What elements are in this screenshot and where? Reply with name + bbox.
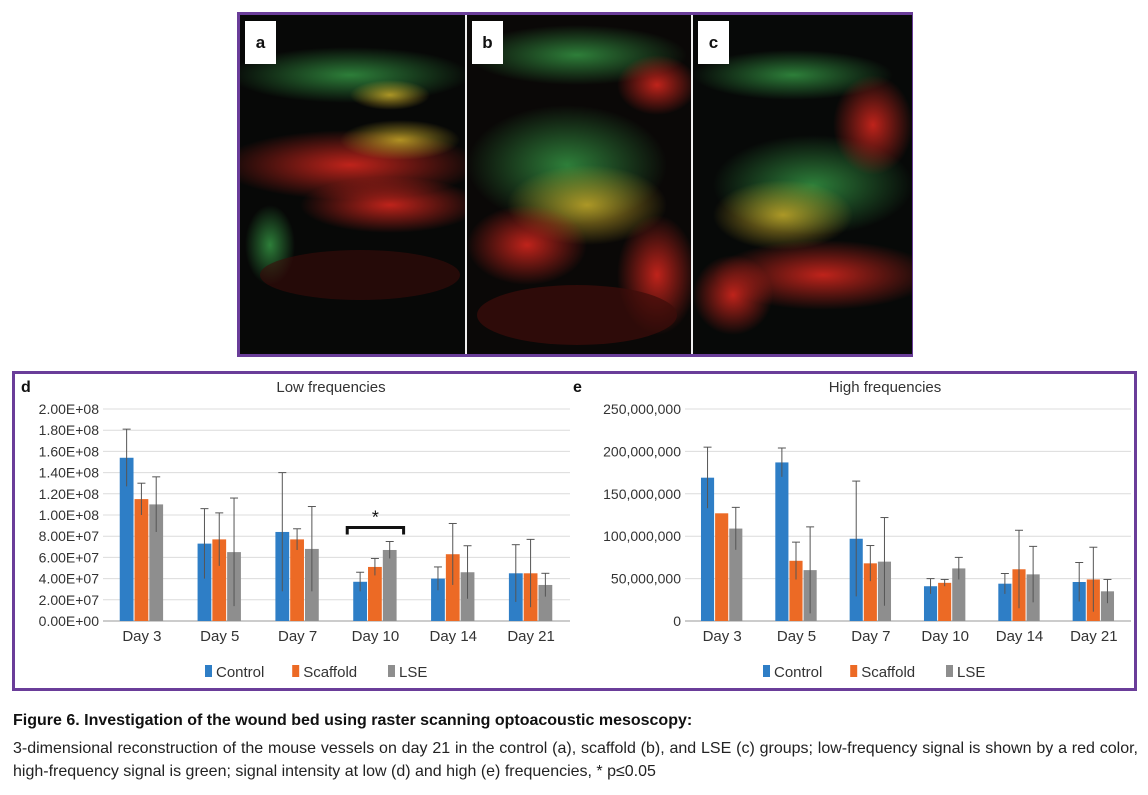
bar-scaffold (290, 539, 304, 621)
bar-control (998, 583, 1012, 621)
bar-control (775, 462, 789, 621)
bar-control (431, 578, 445, 621)
x-tick-label: Day 10 (921, 628, 969, 645)
bar-scaffold (212, 539, 227, 621)
panel-label-a: a (245, 21, 276, 64)
bar-lse (729, 528, 743, 621)
legend-label: LSE (957, 664, 985, 681)
vessel-reconstruction-a (240, 15, 465, 354)
x-tick-label: Day 7 (851, 628, 890, 645)
figure-caption-body: 3-dimensional reconstruction of the mous… (13, 740, 1138, 780)
y-tick-label: 8.00E+07 (39, 528, 100, 544)
y-tick-label: 1.00E+08 (39, 507, 100, 523)
figure-caption-title: Figure 6. Investigation of the wound bed… (13, 712, 693, 729)
y-tick-label: 2.00E+08 (39, 401, 100, 417)
y-tick-label: 4.00E+07 (39, 571, 100, 587)
legend-swatch (292, 665, 300, 677)
charts-frame: d Low frequencies 0.00E+00 2.00E+07 4.00E+07… (12, 371, 1137, 691)
bar-scaffold (863, 563, 877, 621)
legend-label: Scaffold (861, 664, 915, 681)
bar-lse (1100, 591, 1115, 621)
legend-swatch (205, 665, 212, 677)
x-tick-label: Day 5 (777, 628, 816, 645)
bar-control (353, 581, 368, 621)
bar-lse (538, 584, 553, 621)
legend-label: Control (216, 664, 264, 681)
x-tick-label: Day 7 (278, 628, 317, 645)
bar-scaffold (134, 499, 149, 621)
y-tick-label: 0.00E+00 (39, 613, 100, 629)
y-tick-label: 0 (673, 613, 681, 629)
bar-scaffold (789, 560, 803, 621)
x-tick-label: Day 21 (1070, 628, 1118, 645)
bar-charts: d Low frequencies 0.00E+00 2.00E+07 4.00E+07… (21, 379, 1131, 681)
bar-lse (382, 549, 397, 621)
bar-control (923, 586, 938, 621)
y-tick-label: 1.80E+08 (39, 422, 100, 438)
bar-scaffold (368, 566, 382, 621)
chart-panel-label: e (573, 379, 582, 396)
image-panel-c: c (691, 15, 912, 354)
chart-title: Low frequencies (276, 379, 385, 396)
bar-scaffold (938, 582, 952, 621)
y-tick-label: 150,000,000 (603, 486, 681, 502)
vessel-reconstruction-b (467, 15, 693, 354)
legend-swatch (850, 665, 858, 677)
chart-panel-label: d (21, 379, 31, 396)
legend-swatch (763, 665, 770, 677)
legend-label: Control (774, 664, 822, 681)
significance-bracket (345, 526, 406, 535)
legend-swatch (946, 665, 953, 677)
image-panel-a: a (240, 15, 465, 354)
x-tick-label: Day 3 (122, 628, 161, 645)
bar-control (197, 543, 212, 621)
panel-label-b: b (472, 21, 503, 64)
y-tick-label: 1.60E+08 (39, 443, 100, 459)
bar-lse (952, 568, 966, 621)
image-panel-b: b (465, 15, 693, 354)
y-tick-label: 50,000,000 (611, 571, 681, 587)
x-tick-label: Day 14 (996, 628, 1044, 645)
y-tick-label: 100,000,000 (603, 528, 681, 544)
x-tick-label: Day 10 (352, 628, 400, 645)
legend-swatch (388, 665, 395, 677)
x-tick-label: Day 5 (200, 628, 239, 645)
y-tick-label: 2.00E+07 (39, 592, 100, 608)
legend-label: Scaffold (303, 664, 357, 681)
legend-label: LSE (399, 664, 427, 681)
y-tick-label: 1.40E+08 (39, 465, 100, 481)
significance-star: * (372, 508, 379, 528)
y-tick-label: 1.20E+08 (39, 486, 100, 502)
bar-lse (149, 504, 164, 621)
chart-title: High frequencies (829, 379, 942, 396)
microscopy-image-panel: a b c (237, 12, 913, 357)
bar-control (700, 477, 715, 621)
y-tick-label: 6.00E+07 (39, 549, 100, 565)
y-tick-label: 250,000,000 (603, 401, 681, 417)
panel-label-c: c (698, 21, 729, 64)
x-tick-label: Day 21 (507, 628, 555, 645)
vessel-reconstruction-c (693, 15, 912, 354)
bar-control (119, 457, 134, 621)
x-tick-label: Day 3 (703, 628, 742, 645)
x-tick-label: Day 14 (429, 628, 477, 645)
bar-scaffold (445, 554, 460, 621)
y-tick-label: 200,000,000 (603, 443, 681, 459)
bar-scaffold (715, 513, 729, 621)
